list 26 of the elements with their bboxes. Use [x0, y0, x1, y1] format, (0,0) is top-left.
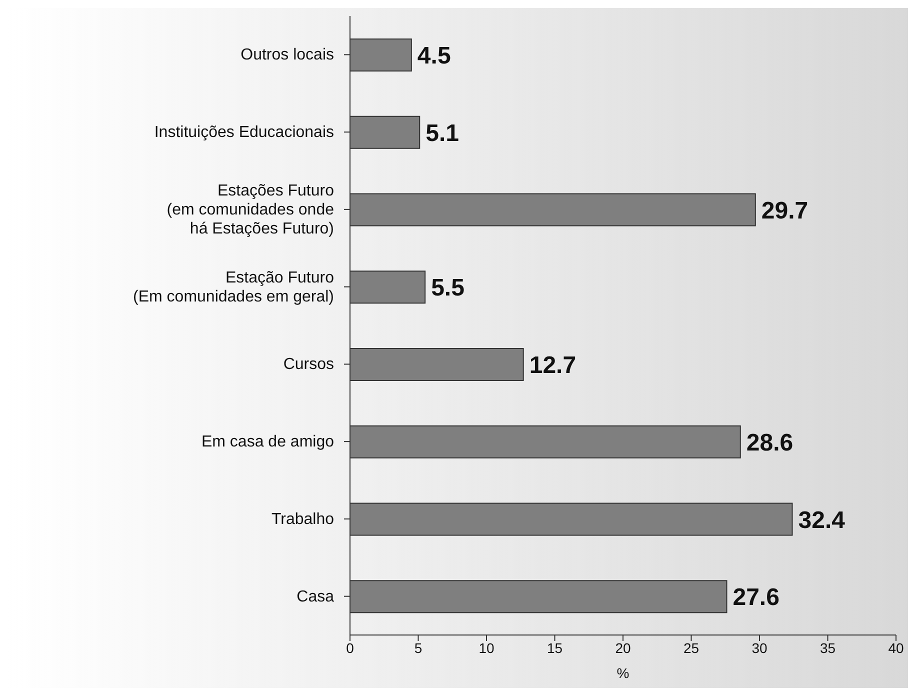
x-tick-label: 5: [414, 640, 422, 656]
y-tick-label: Estações Futuro (em comunidades onde há Estações Futuro): [166, 182, 334, 237]
x-tick-label: 0: [346, 640, 354, 656]
y-tick-label: Cursos: [283, 356, 334, 373]
y-tick-label: Trabalho: [271, 510, 334, 528]
data-label: 27.6: [732, 584, 780, 612]
x-tick-label: 25: [683, 640, 700, 656]
y-tick-label: Estação Futuro (Em comunidades em geral): [133, 268, 334, 305]
y-tick-label: Casa: [296, 588, 334, 605]
x-tick-label: 35: [820, 640, 836, 656]
data-label: 4.5: [417, 42, 451, 70]
x-axis-title: %: [616, 665, 630, 681]
data-label: 12.7: [529, 352, 576, 380]
y-tick-label: Instituições Educacionais: [154, 124, 334, 141]
x-tick-label: 20: [615, 640, 631, 656]
x-tick-label: 40: [888, 640, 904, 656]
x-tick-label: 10: [478, 640, 494, 656]
x-tick-label: 15: [546, 640, 563, 656]
y-tick-label: Em casa de amigo: [201, 433, 334, 450]
y-tick-label: Outros locais: [240, 46, 334, 64]
x-tick-label: 30: [752, 640, 768, 656]
data-label: 29.7: [761, 197, 808, 224]
data-label: 28.6: [746, 429, 794, 456]
data-label: 32.4: [798, 506, 846, 534]
data-label: 5.1: [426, 120, 459, 147]
data-label: 5.5: [431, 274, 464, 302]
